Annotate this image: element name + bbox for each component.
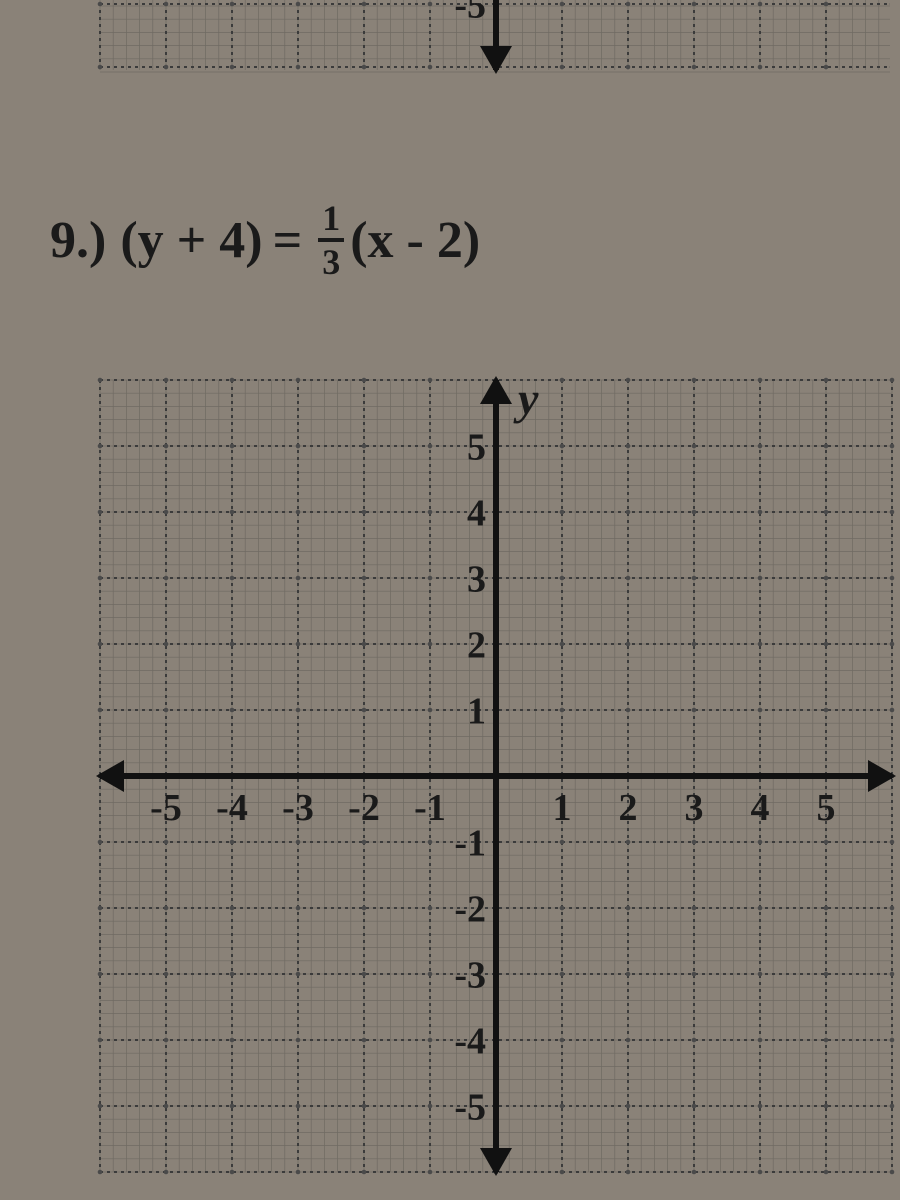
svg-text:2: 2	[619, 787, 638, 829]
svg-text:3: 3	[467, 558, 486, 600]
svg-text:4: 4	[467, 492, 486, 534]
fraction-denominator: 3	[322, 242, 340, 280]
equals-sign: =	[273, 211, 303, 270]
svg-text:-2: -2	[454, 888, 486, 930]
svg-text:1: 1	[553, 787, 572, 829]
svg-text:5: 5	[817, 787, 836, 829]
fraction-numerator: 1	[318, 200, 344, 242]
svg-text:-5: -5	[454, 1086, 486, 1128]
svg-text:5: 5	[467, 426, 486, 468]
equation: 9.) (y + 4) = 1 3 (x - 2)	[50, 200, 480, 280]
top-partial-grid: -5	[90, 0, 890, 90]
svg-text:-3: -3	[282, 787, 314, 829]
equation-rhs: (x - 2)	[350, 211, 480, 270]
svg-text:-4: -4	[454, 1020, 486, 1062]
svg-text:y: y	[513, 373, 539, 424]
svg-text:-3: -3	[454, 954, 486, 996]
coordinate-grid: -5 -4 -3 -2 -1 1 2 3 4 5 1 2 3 4 5 -1 -2 -3 -4 -5 y	[90, 370, 900, 1200]
problem-number: 9.)	[50, 211, 106, 270]
worksheet-page: { "problem": { "number": "9.)", "lhs": "…	[0, 0, 900, 1200]
svg-text:3: 3	[685, 787, 704, 829]
fraction: 1 3	[318, 200, 344, 280]
svg-text:-2: -2	[348, 787, 380, 829]
svg-text:-5: -5	[454, 0, 486, 26]
equation-lhs: (y + 4)	[120, 211, 262, 270]
svg-text:-5: -5	[150, 787, 182, 829]
svg-text:1: 1	[467, 690, 486, 732]
svg-text:-1: -1	[454, 822, 486, 864]
svg-text:-4: -4	[216, 787, 248, 829]
svg-text:-1: -1	[414, 787, 446, 829]
svg-text:4: 4	[751, 787, 770, 829]
svg-text:2: 2	[467, 624, 486, 666]
